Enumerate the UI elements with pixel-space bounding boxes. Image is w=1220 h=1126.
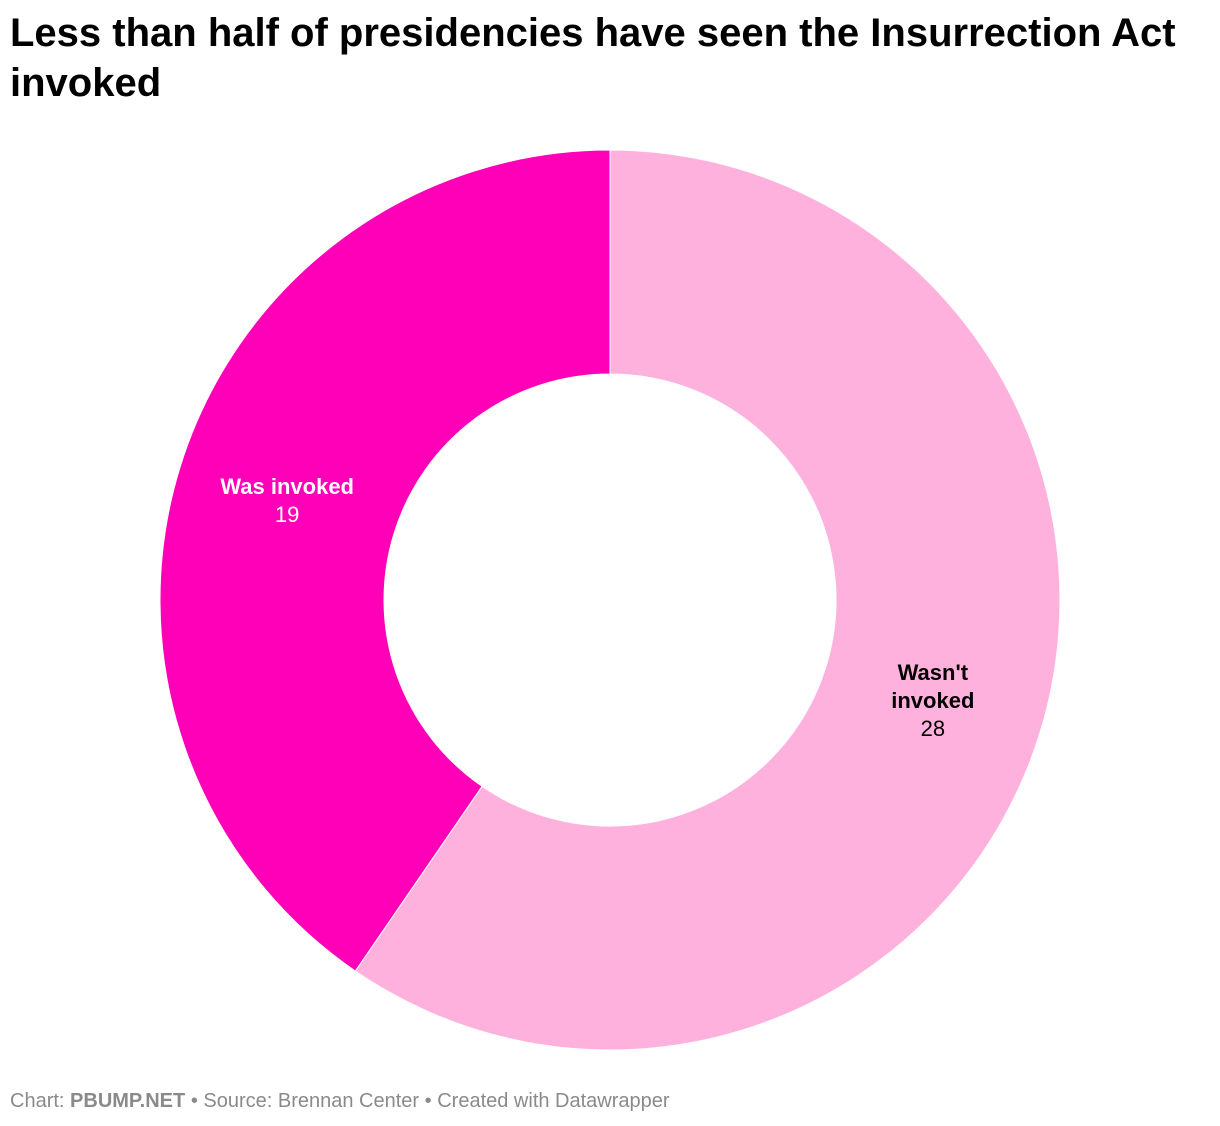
donut-slice-wasn-t-invoked — [354, 149, 1061, 1051]
footer-created-with: Created with Datawrapper — [437, 1090, 670, 1112]
donut-slice-was-invoked — [159, 149, 611, 972]
chart-footer: Chart: PBUMP.NET • Source: Brennan Cente… — [10, 1090, 670, 1113]
slice-label: Was invoked 19 — [220, 474, 354, 527]
footer-chart-prefix: Chart: — [10, 1090, 65, 1112]
chart-title: Less than half of presidencies have seen… — [10, 11, 1176, 105]
footer-chart-credit: PBUMP.NET — [70, 1090, 186, 1112]
slice-label: Wasn't invoked 28 — [891, 660, 974, 741]
footer-separator: • — [424, 1090, 432, 1112]
footer-separator: • — [190, 1090, 198, 1112]
footer-source: Source: Brennan Center — [203, 1090, 420, 1112]
